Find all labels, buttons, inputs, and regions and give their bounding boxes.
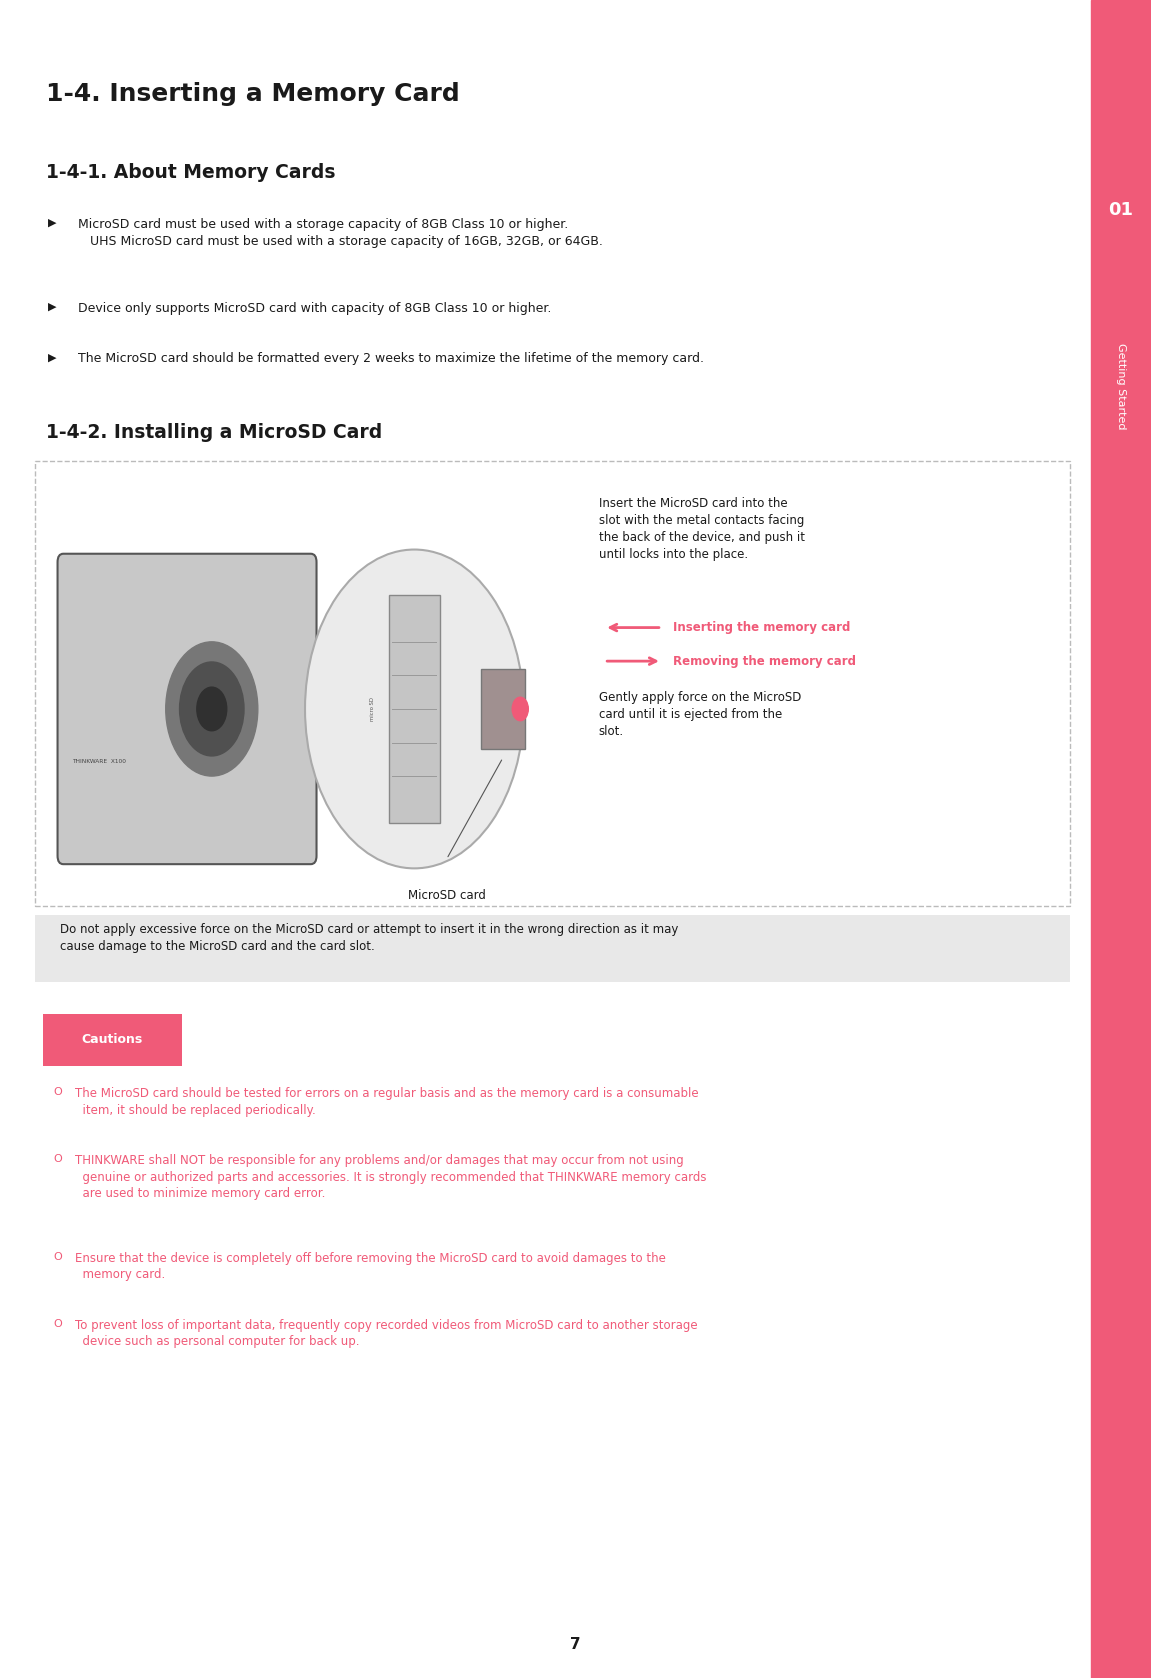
- Text: Ensure that the device is completely off before removing the MicroSD card to avo: Ensure that the device is completely off…: [75, 1252, 665, 1282]
- FancyBboxPatch shape: [43, 1014, 182, 1066]
- Text: 01: 01: [1108, 201, 1134, 218]
- Text: Getting Started: Getting Started: [1116, 342, 1126, 430]
- Bar: [389, 594, 440, 822]
- Text: Do not apply excessive force on the MicroSD card or attempt to insert it in the : Do not apply excessive force on the Micr…: [60, 923, 678, 953]
- Text: THINKWARE  X100: THINKWARE X100: [73, 760, 127, 763]
- Circle shape: [512, 698, 528, 722]
- Text: 1-4-1. About Memory Cards: 1-4-1. About Memory Cards: [46, 163, 336, 181]
- Circle shape: [197, 688, 227, 732]
- Text: Device only supports MicroSD card with capacity of 8GB Class 10 or higher.: Device only supports MicroSD card with c…: [78, 302, 551, 315]
- Text: The MicroSD card should be formatted every 2 weeks to maximize the lifetime of t: The MicroSD card should be formatted eve…: [78, 352, 704, 366]
- Text: Inserting the memory card: Inserting the memory card: [673, 621, 851, 634]
- Text: O: O: [53, 1154, 62, 1165]
- Text: 1-4-2. Installing a MicroSD Card: 1-4-2. Installing a MicroSD Card: [46, 423, 382, 441]
- FancyBboxPatch shape: [481, 670, 525, 748]
- Circle shape: [180, 661, 244, 755]
- Text: 1-4. Inserting a Memory Card: 1-4. Inserting a Memory Card: [46, 82, 459, 106]
- Circle shape: [166, 643, 258, 775]
- FancyBboxPatch shape: [35, 915, 1070, 982]
- Text: O: O: [53, 1319, 62, 1329]
- Text: ▶: ▶: [48, 352, 56, 362]
- FancyBboxPatch shape: [58, 554, 317, 864]
- Text: Insert the MicroSD card into the
slot with the metal contacts facing
the back of: Insert the MicroSD card into the slot wi…: [599, 497, 805, 560]
- Text: 7: 7: [570, 1638, 581, 1651]
- Text: The MicroSD card should be tested for errors on a regular basis and as the memor: The MicroSD card should be tested for er…: [75, 1087, 699, 1118]
- Text: O: O: [53, 1252, 62, 1262]
- Text: Cautions: Cautions: [82, 1034, 143, 1045]
- Text: Removing the memory card: Removing the memory card: [673, 654, 856, 668]
- Circle shape: [305, 549, 524, 869]
- Text: Gently apply force on the MicroSD
card until it is ejected from the
slot.: Gently apply force on the MicroSD card u…: [599, 691, 801, 738]
- Text: To prevent loss of important data, frequently copy recorded videos from MicroSD : To prevent loss of important data, frequ…: [75, 1319, 698, 1349]
- FancyBboxPatch shape: [35, 461, 1070, 906]
- Text: MicroSD card: MicroSD card: [407, 889, 486, 903]
- Text: ▶: ▶: [48, 302, 56, 312]
- Text: ▶: ▶: [48, 218, 56, 228]
- Text: micro SD: micro SD: [371, 696, 375, 722]
- Text: THINKWARE shall NOT be responsible for any problems and/or damages that may occu: THINKWARE shall NOT be responsible for a…: [75, 1154, 707, 1200]
- Text: MicroSD card must be used with a storage capacity of 8GB Class 10 or higher.
   : MicroSD card must be used with a storage…: [78, 218, 603, 248]
- Text: O: O: [53, 1087, 62, 1097]
- Bar: [1091, 0, 1151, 1678]
